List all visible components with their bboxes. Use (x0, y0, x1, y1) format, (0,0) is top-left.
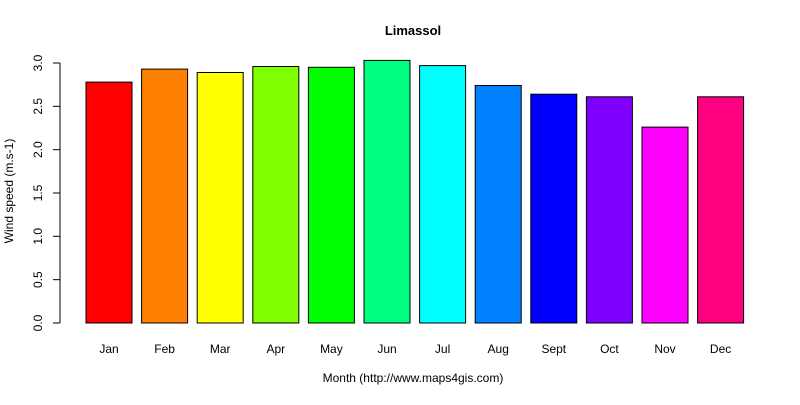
x-tick-label-dec: Dec (710, 342, 731, 356)
y-tick-label-0.5: 0.5 (31, 271, 45, 288)
x-tick-label-jul: Jul (435, 342, 450, 356)
bar-sept (530, 93, 578, 324)
chart-title: Limassol (385, 23, 441, 38)
x-tick-label-mar: Mar (210, 342, 231, 356)
bar-jun (363, 59, 411, 324)
bar-may (307, 66, 355, 324)
y-tick-label-2.0: 2.0 (31, 141, 45, 158)
x-tick-label-oct: Oct (600, 342, 619, 356)
y-tick-label-3.0: 3.0 (31, 54, 45, 71)
y-tick-label-2.5: 2.5 (31, 98, 45, 115)
bar-jul (419, 65, 467, 324)
y-axis: 0.0 0.5 1.0 1.5 2.0 2.5 3.0 (31, 54, 61, 331)
x-tick-label-jun: Jun (377, 342, 396, 356)
x-tick-label-may: May (320, 342, 343, 356)
y-tick-label-1.5: 1.5 (31, 184, 45, 201)
bar-dec (697, 96, 745, 324)
bar-aug (474, 85, 522, 324)
bar-mar (196, 72, 244, 324)
y-tick-label-0.0: 0.0 (31, 314, 45, 331)
y-axis-label: Wind speed (m.s-1) (2, 139, 16, 244)
bar-nov (641, 126, 689, 324)
x-tick-label-jan: Jan (99, 342, 118, 356)
x-tick-label-apr: Apr (266, 342, 285, 356)
bar-apr (252, 66, 300, 324)
x-axis-label: Month (http://www.maps4gis.com) (323, 371, 504, 385)
x-axis-tick-labels: Jan Feb Mar Apr May Jun Jul Aug Sept Oct Nov Dec (99, 342, 731, 356)
x-tick-label-sept: Sept (541, 342, 566, 356)
bar-oct (585, 96, 633, 324)
x-tick-label-aug: Aug (488, 342, 509, 356)
bar-feb (141, 68, 189, 324)
x-tick-label-feb: Feb (154, 342, 175, 356)
bar-jan (85, 81, 133, 324)
x-tick-label-nov: Nov (654, 342, 675, 356)
bars-layer (85, 59, 745, 324)
y-tick-label-1.0: 1.0 (31, 228, 45, 245)
